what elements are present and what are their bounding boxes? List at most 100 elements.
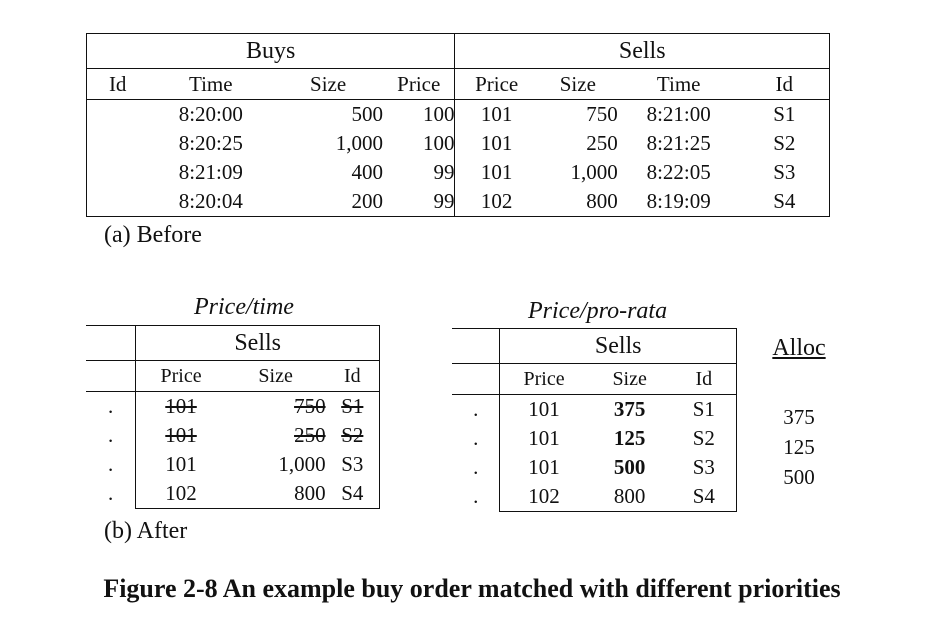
table-row: . 101 125 S2 xyxy=(452,424,737,453)
table-row: . 101 1,000 S3 xyxy=(86,450,380,479)
sells-header: Sells xyxy=(135,325,380,361)
sell-price: 102 xyxy=(454,187,538,217)
sell-size: 750 xyxy=(294,394,326,418)
table-row: 8:21:09 400 99 101 1,000 8:22:05 S3 xyxy=(87,158,830,187)
table-row: 8:20:00 500 100 101 750 8:21:00 S1 xyxy=(87,99,830,130)
sell-time: 8:21:00 xyxy=(646,102,711,126)
buy-id xyxy=(87,187,149,217)
sell-id: S3 xyxy=(325,450,380,479)
col-header: Id xyxy=(671,363,737,395)
sell-price: 101 xyxy=(165,423,197,447)
col-header: Id xyxy=(86,68,149,100)
figure-title: Figure 2-8 An example buy order matched … xyxy=(103,574,841,603)
lead-cell xyxy=(452,363,501,395)
sell-size: 750 xyxy=(586,102,618,126)
sell-price: 101 xyxy=(454,158,538,187)
col-header: Id xyxy=(739,68,830,100)
sell-size: 1,000 xyxy=(278,452,326,476)
buy-size: 500 xyxy=(351,102,384,126)
buy-price: 99 xyxy=(433,189,455,213)
alloc-spacer xyxy=(764,368,834,402)
sell-price: 101 xyxy=(528,426,560,450)
buy-price: 99 xyxy=(433,160,455,184)
caption-after: (b) After xyxy=(104,518,188,544)
col-header: Price xyxy=(135,360,226,392)
sell-id: S4 xyxy=(325,479,380,509)
buy-time: 8:20:04 xyxy=(178,189,243,213)
sell-size: 375 xyxy=(613,397,646,421)
sell-price: 101 xyxy=(165,452,197,476)
alloc-column: Alloc 375 125 500 xyxy=(764,328,834,492)
buy-size: 1,000 xyxy=(335,131,384,155)
alloc-value: 375 xyxy=(783,405,815,429)
price-pro-rata-table: Sells Price Size Id . 101 375 S1 . 101 1… xyxy=(452,328,737,512)
sell-time: 8:19:09 xyxy=(646,189,711,213)
sell-price: 101 xyxy=(528,397,560,421)
buys-header: Buys xyxy=(86,33,455,69)
buy-id xyxy=(87,100,149,130)
price-time-table: Sells Price Size Id . 101 750 S1 . 101 2… xyxy=(86,325,380,509)
alloc-value: 500 xyxy=(783,465,815,489)
sell-id: S2 xyxy=(671,424,737,453)
sell-price: 102 xyxy=(499,482,588,512)
sell-price: 102 xyxy=(135,479,226,509)
sell-size: 1,000 xyxy=(570,160,618,184)
table-row: . 101 250 S2 xyxy=(86,421,380,450)
sell-id: S3 xyxy=(773,160,796,184)
col-header: Size xyxy=(537,68,618,100)
buy-size: 200 xyxy=(351,189,384,213)
sell-price: 101 xyxy=(454,99,538,129)
price-time-title: Price/time xyxy=(194,294,294,320)
sell-id: S4 xyxy=(773,189,796,213)
buy-size: 400 xyxy=(351,160,384,184)
sell-size: 125 xyxy=(613,426,646,450)
row-marker: . xyxy=(86,391,137,421)
buy-id xyxy=(87,158,149,187)
col-header: Price xyxy=(499,363,588,395)
sell-price: 101 xyxy=(165,394,197,418)
row-marker: . xyxy=(86,479,137,509)
lead-cell xyxy=(86,325,137,361)
sell-id: S3 xyxy=(671,453,737,482)
sell-id: S2 xyxy=(325,421,380,450)
col-header: Id xyxy=(325,360,380,392)
sell-id: S2 xyxy=(773,131,796,155)
buy-time: 8:20:25 xyxy=(178,131,243,155)
sell-id: S4 xyxy=(671,482,737,512)
caption-before: (a) Before xyxy=(104,222,202,248)
sell-size: 500 xyxy=(613,455,646,479)
sell-id: S1 xyxy=(671,394,737,424)
alloc-value: 125 xyxy=(783,435,815,459)
row-marker: . xyxy=(452,424,501,453)
col-header: Time xyxy=(617,68,740,100)
buy-id xyxy=(87,129,149,158)
col-header: Size xyxy=(273,68,384,100)
row-marker: . xyxy=(452,453,501,482)
buy-price: 100 xyxy=(422,102,455,126)
buy-time: 8:21:09 xyxy=(178,160,243,184)
sell-size: 800 xyxy=(587,482,672,512)
price-pro-rata-title: Price/pro-rata xyxy=(528,298,668,324)
sell-time: 8:22:05 xyxy=(646,160,711,184)
col-header: Size xyxy=(225,360,326,392)
sell-size: 800 xyxy=(225,479,326,509)
row-marker: . xyxy=(452,394,501,424)
row-marker: . xyxy=(452,482,501,512)
col-header: Size xyxy=(587,363,672,395)
sell-time: 8:21:25 xyxy=(646,131,711,155)
sell-size: 800 xyxy=(586,189,618,213)
table-row: 8:20:04 200 99 102 800 8:19:09 S4 xyxy=(87,187,830,217)
sells-header: Sells xyxy=(454,33,830,69)
sell-size: 250 xyxy=(294,423,326,447)
col-header: Price xyxy=(383,68,455,100)
col-header: Price xyxy=(454,68,538,100)
col-header: Time xyxy=(148,68,274,100)
sells-header: Sells xyxy=(499,328,737,364)
lead-cell xyxy=(452,328,501,364)
table-row: 8:20:25 1,000 100 101 250 8:21:25 S2 xyxy=(87,129,830,158)
row-marker: . xyxy=(86,450,137,479)
table-row: . 101 500 S3 xyxy=(452,453,737,482)
before-order-book-table: Buys Sells Id Time Size Price Price Size… xyxy=(86,33,830,217)
lead-cell xyxy=(86,360,137,392)
sell-size: 250 xyxy=(586,131,618,155)
